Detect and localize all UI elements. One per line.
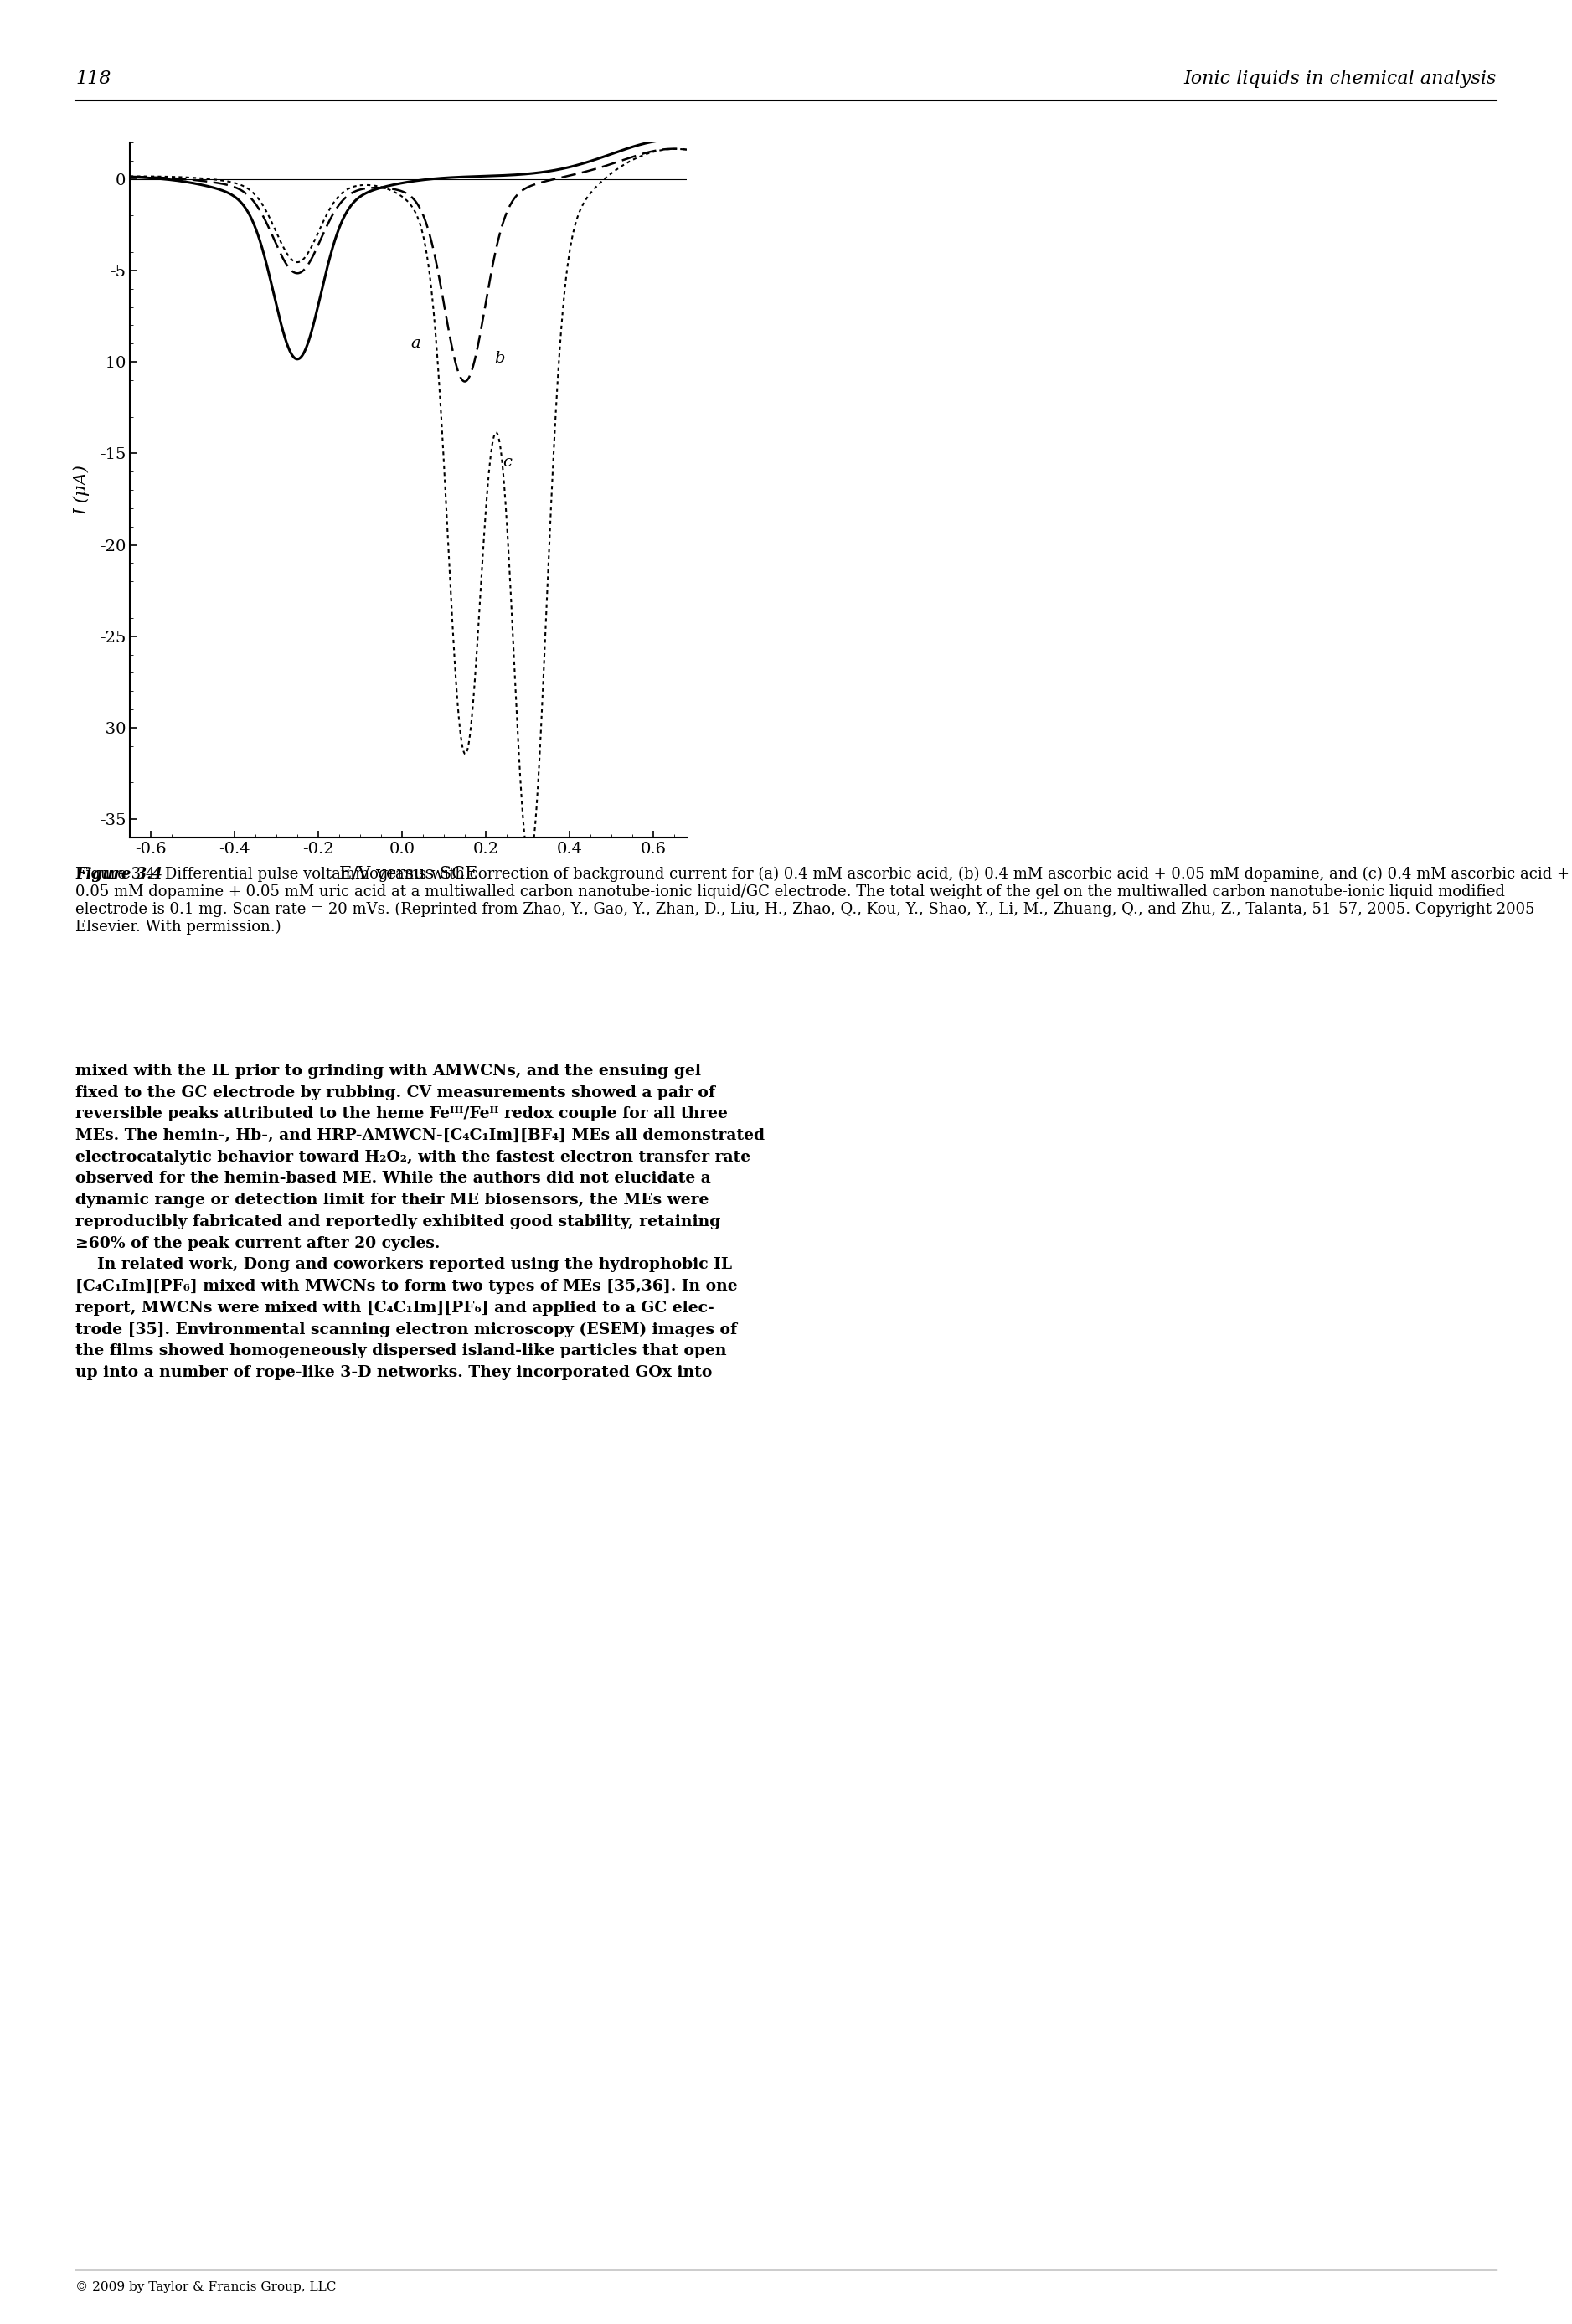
- Y-axis label: I (μA): I (μA): [74, 465, 90, 516]
- Text: b: b: [494, 351, 505, 365]
- Text: Ionic liquids in chemical analysis: Ionic liquids in chemical analysis: [1184, 70, 1497, 88]
- Text: Figure 3.4: Figure 3.4: [75, 867, 162, 881]
- Text: c: c: [503, 456, 511, 469]
- Text: a: a: [410, 337, 420, 351]
- Text: Figure 3.4  Differential pulse voltammograms with correction of background curre: Figure 3.4 Differential pulse voltammogr…: [75, 867, 1569, 934]
- Text: mixed with the IL prior to grinding with AMWCNs, and the ensuing gel
fixed to th: mixed with the IL prior to grinding with…: [75, 1064, 764, 1380]
- Text: 118: 118: [75, 70, 112, 88]
- X-axis label: E/V versus SCE: E/V versus SCE: [340, 867, 478, 881]
- Text: © 2009 by Taylor & Francis Group, LLC: © 2009 by Taylor & Francis Group, LLC: [75, 2282, 336, 2294]
